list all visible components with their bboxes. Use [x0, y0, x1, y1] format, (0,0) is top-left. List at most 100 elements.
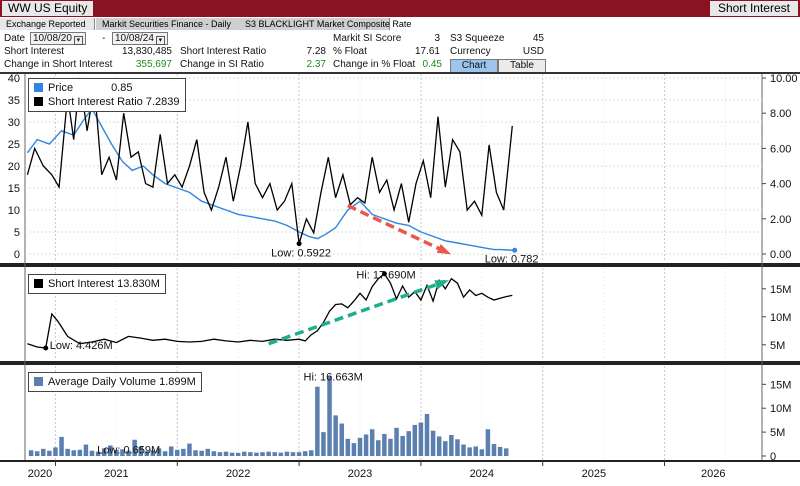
volume-bar: [138, 446, 143, 456]
right-tick-label: 15M: [770, 284, 791, 296]
volume-bar: [34, 451, 40, 456]
volume-bar: [229, 452, 235, 456]
left-tick-label: 30: [8, 117, 20, 129]
volume-bar: [181, 448, 186, 456]
si-high-marker: [381, 271, 387, 277]
volume-bar: [461, 444, 466, 456]
right-tick-label: 0: [770, 451, 776, 463]
legend-vol-name: Average Daily Volume: [48, 376, 157, 388]
volume-bar: [436, 436, 442, 456]
left-tick-label: 0: [14, 249, 20, 261]
right-tick-label: 6.00: [770, 143, 791, 155]
volume-bar: [406, 431, 411, 456]
markit-value: 3: [434, 33, 440, 44]
volume-bar: [418, 422, 424, 456]
volume-bar: [284, 451, 290, 456]
legend-price-value: 0.85: [111, 82, 133, 94]
volume-bar: [41, 448, 46, 456]
volume-bar: [455, 439, 460, 456]
legend-ratio-name: Short Interest Ratio: [48, 96, 143, 108]
volume-bar: [108, 445, 113, 456]
volume-bar: [479, 449, 485, 456]
si-ratio-label: Short Interest Ratio: [180, 46, 267, 57]
volume-bar: [114, 449, 119, 456]
x-tick-label: 2020: [28, 468, 52, 480]
date-from-input[interactable]: 10/08/20 ▾: [30, 32, 86, 45]
volume-bar: [333, 415, 338, 456]
date-to-value: 10/08/24: [115, 33, 154, 44]
volume-bar: [485, 429, 491, 456]
volume-bar: [53, 447, 58, 456]
calendar-icon[interactable]: ▾: [155, 36, 165, 45]
left-tick-label: 10: [8, 205, 20, 217]
x-axis-line: [0, 460, 800, 462]
right-tick-label: 8.00: [770, 108, 791, 120]
volume-bar: [412, 424, 418, 456]
right-tick-label: 4.00: [770, 179, 791, 191]
volume-bar: [382, 434, 387, 456]
volume-bar: [321, 432, 326, 456]
volume-bar: [290, 452, 296, 456]
ticker-field[interactable]: WW US Equity: [2, 1, 94, 16]
si-low-label: Low: 4.426M: [50, 340, 113, 352]
right-tick-label: 10.00: [770, 73, 798, 85]
float-value: 17.61: [414, 46, 440, 57]
volume-bar: [400, 435, 405, 456]
legend-ratio: Short Interest Ratio 7.2839: [34, 95, 180, 109]
change-float-value: 0.45: [422, 59, 442, 70]
si-high-label: Hi: 17.690M: [356, 270, 415, 282]
date-separator: -: [102, 33, 106, 44]
volume-bar: [77, 449, 83, 456]
price-low-label: Low: 0.782: [485, 253, 539, 265]
right-tick-label: 5M: [770, 340, 785, 352]
volume-bar: [71, 450, 76, 456]
short-interest-label: Short Interest: [4, 46, 65, 57]
x-tick-label: 2022: [226, 468, 250, 480]
volume-bar: [266, 451, 271, 456]
float-label: % Float: [333, 46, 367, 57]
short-interest-value: 13,830,485: [121, 46, 172, 57]
si-ratio-value: 7.28: [306, 46, 326, 57]
up-trend-arrowhead: [434, 280, 450, 290]
volume-bar: [235, 452, 241, 456]
volume-bar: [254, 452, 259, 456]
right-tick-label: 5M: [770, 427, 785, 439]
price-last-marker: [512, 247, 518, 253]
volume-bar: [363, 434, 369, 456]
volume-bar: [83, 444, 89, 456]
ratio-low-marker: [296, 241, 302, 247]
volume-low-label: Low: 0.659M: [97, 444, 160, 456]
volume-bar: [424, 413, 430, 456]
volume-bar: [47, 450, 52, 456]
volume-bar: [120, 449, 125, 456]
change-float-label: Change in % Float: [333, 59, 416, 70]
volume-bar: [497, 446, 503, 456]
ratio-low-label: Low: 0.5922: [271, 248, 331, 260]
legend-ratio-value: 7.2839: [145, 96, 180, 108]
volume-bar: [132, 439, 137, 456]
volume-bar: [28, 450, 34, 456]
volume-bar: [296, 452, 302, 456]
si-low-marker: [43, 345, 49, 351]
change-ratio-label: Change in SI Ratio: [180, 59, 264, 70]
left-tick-label: 20: [8, 161, 20, 173]
calendar-icon[interactable]: ▾: [73, 36, 83, 45]
volume-bar: [162, 451, 168, 456]
up-trend-arrow: [268, 279, 446, 346]
tab-exchange-reported[interactable]: Exchange Reported: [0, 18, 95, 30]
volume-bar: [449, 434, 454, 456]
volume-bar: [150, 450, 156, 456]
down-trend-arrowhead: [436, 244, 452, 255]
legend-si-name: Short Interest: [48, 278, 115, 290]
volume-bar: [205, 448, 210, 456]
currency-label: Currency: [450, 46, 491, 57]
volume-bar: [65, 448, 70, 456]
left-tick-label: 25: [8, 139, 20, 151]
x-tick-label: 2025: [582, 468, 606, 480]
volume-bar: [217, 452, 223, 456]
date-to-input[interactable]: 10/08/24 ▾: [112, 32, 168, 45]
legend-price-name: Price: [48, 82, 74, 94]
volume-bar: [357, 437, 363, 456]
si-legend: Short Interest 13.830M: [28, 274, 166, 294]
tab-s3-blacklight[interactable]: S3 BLACKLIGHT Market Composite Rate: [239, 18, 411, 30]
